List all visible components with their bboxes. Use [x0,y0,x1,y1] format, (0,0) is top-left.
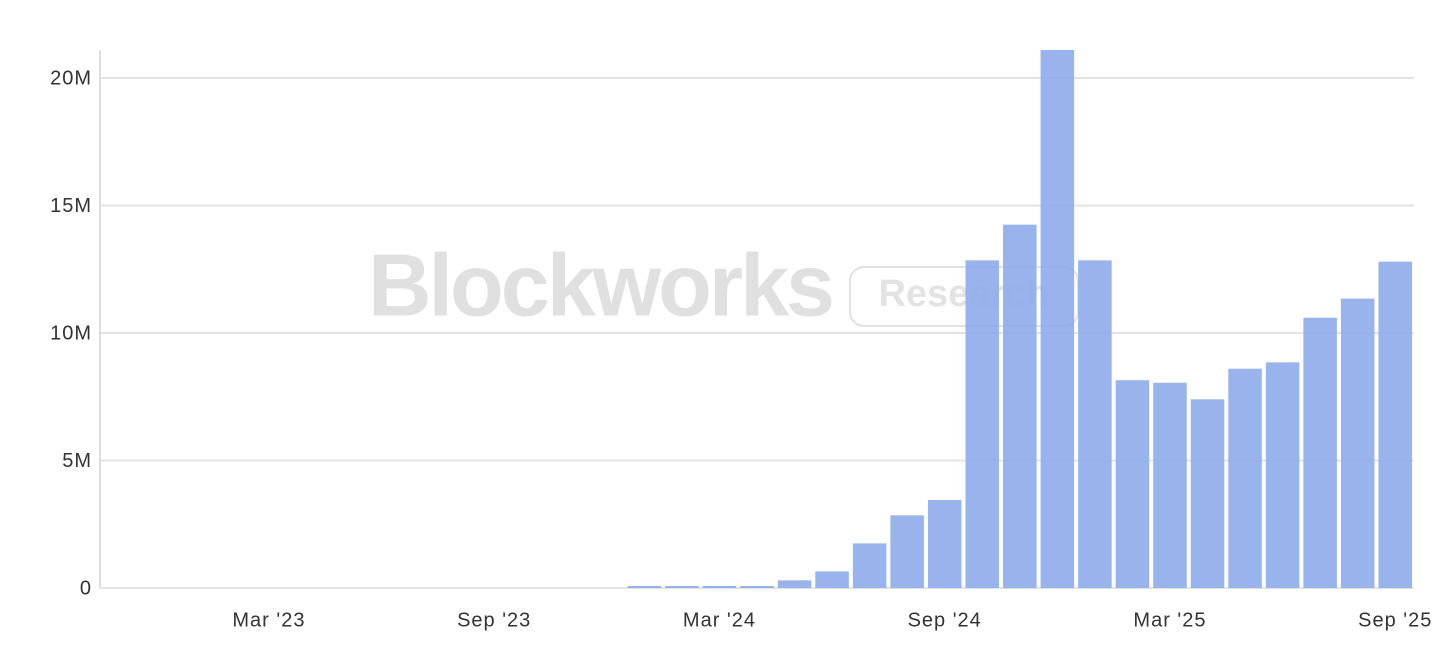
bar [1228,368,1262,588]
y-tick-label: 10M [50,322,92,344]
watermark-brand: Blockworks [368,235,832,334]
bar [815,571,849,588]
bar [965,260,1000,588]
y-tick-label: 15M [50,195,92,217]
bar [740,585,774,588]
bar [1153,382,1187,588]
bar [1078,260,1112,588]
x-tick-label: Sep '25 [1358,609,1432,631]
bar [1040,50,1075,588]
bar [627,585,662,588]
bar [1003,224,1037,589]
bar [1190,399,1225,588]
x-tick-label: Mar '24 [683,609,756,631]
bar [890,515,924,588]
bar [665,585,699,588]
bar [777,580,812,588]
y-tick-label: 0 [80,577,92,599]
x-tick-label: Mar '23 [232,609,305,631]
bar [1115,380,1150,588]
x-tick-label: Mar '25 [1133,609,1206,631]
bar [1303,317,1337,588]
x-tick-label: Sep '24 [908,609,982,631]
bar [702,585,737,588]
bar [1340,298,1375,588]
bar [927,500,962,588]
x-tick-label: Sep '23 [457,609,531,631]
watermark-frame [849,266,1079,327]
bar [852,543,887,588]
bar [1378,261,1412,588]
y-tick-label: 20M [50,67,92,89]
y-tick-label: 5M [62,450,92,472]
bar [1265,362,1300,588]
